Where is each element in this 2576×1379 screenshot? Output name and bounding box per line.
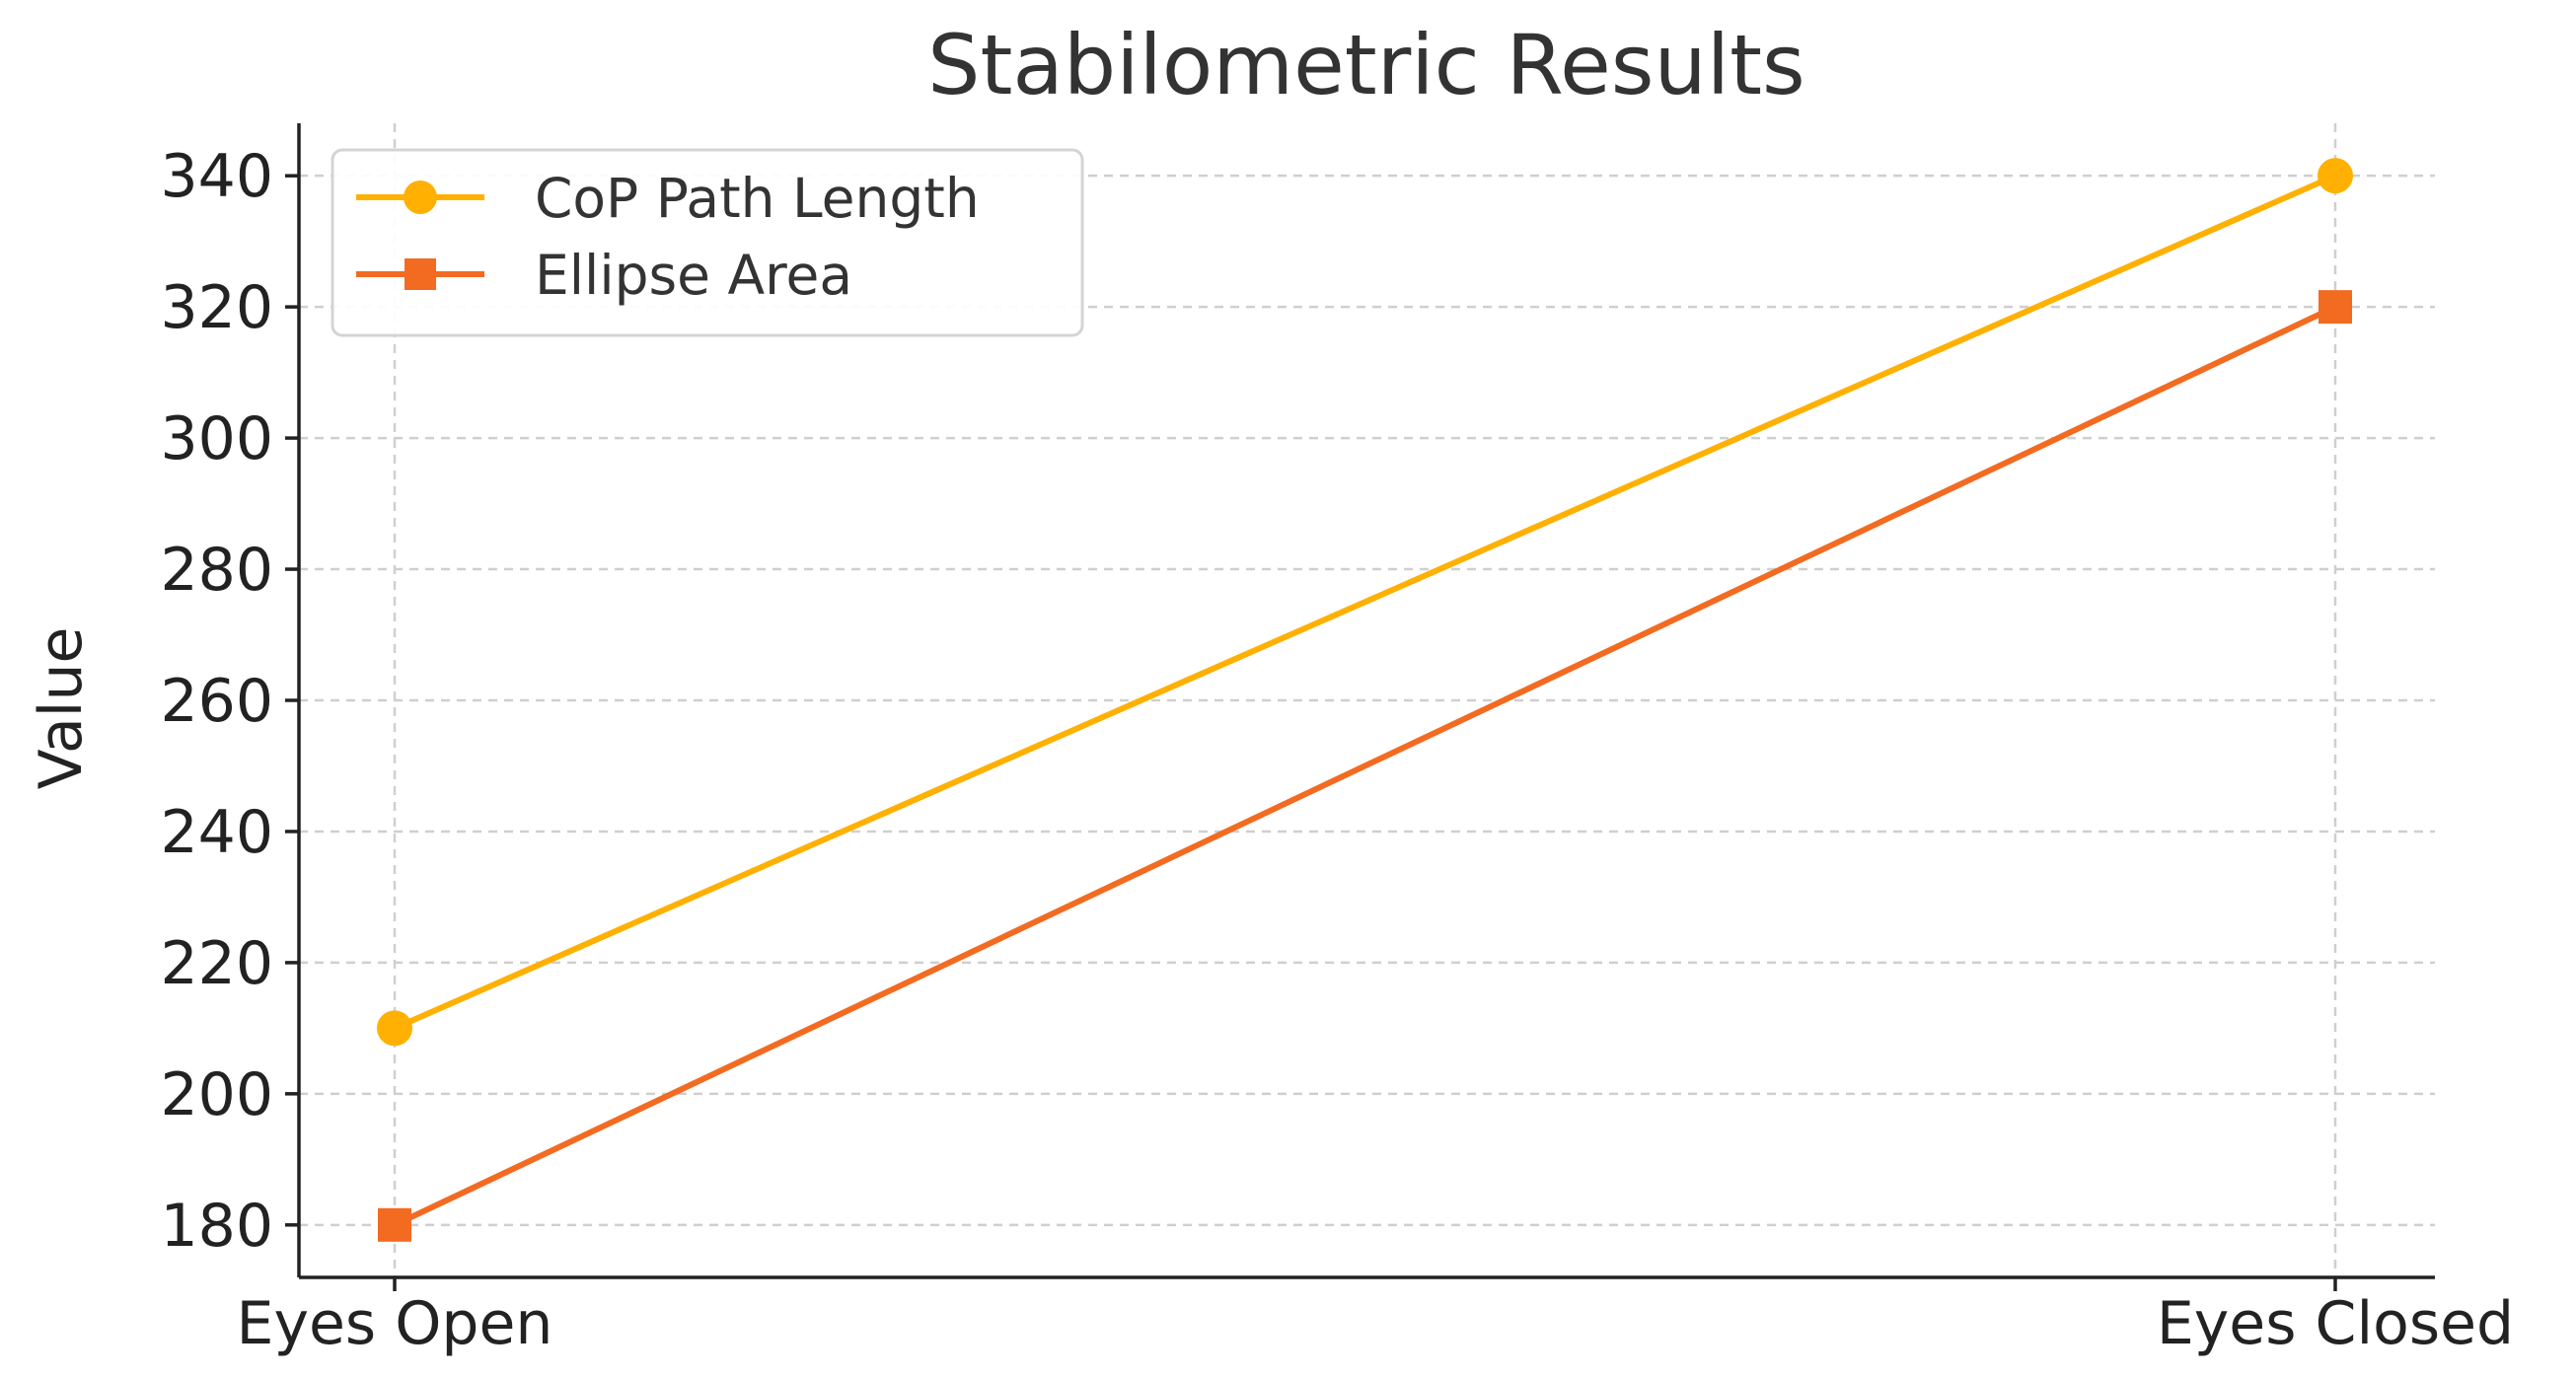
y-tick-label: 200: [160, 1060, 273, 1129]
y-tick-label: 240: [160, 798, 273, 867]
ellipse-area-point: [378, 1207, 411, 1242]
y-tick-label: 300: [160, 404, 273, 473]
ellipse-area-line: [393, 304, 2337, 1228]
ellipse-area-point: [2318, 290, 2352, 325]
y-axis-label: Value: [27, 627, 96, 790]
x-tick-label: Eyes Closed: [2157, 1289, 2514, 1358]
cop-path-length-point: [377, 1010, 412, 1047]
axes: [285, 123, 2435, 1291]
legend-label: Ellipse Area: [535, 244, 852, 307]
legend-swatch-marker: [404, 181, 437, 214]
legend-label: CoP Path Length: [535, 167, 980, 230]
legend: CoP Path Length Ellipse Area: [331, 148, 1084, 337]
y-tick-label: 180: [160, 1192, 273, 1261]
y-tick-label: 340: [160, 142, 273, 211]
legend-swatch-marker: [405, 258, 436, 290]
chart-title: Stabilometric Results: [927, 17, 1805, 113]
legend-box: [331, 148, 1084, 337]
y-tick-label: 320: [160, 273, 273, 342]
y-tick-label: 220: [160, 929, 273, 998]
tick-labels: 180 200 220 240 260 280 300 320 340 Eyes Open Eyes…: [160, 142, 2514, 1358]
cop-path-length-line: [393, 173, 2337, 1032]
y-tick-label: 280: [160, 536, 273, 605]
y-tick-label: 260: [160, 667, 273, 736]
series: [377, 158, 2353, 1242]
cop-path-length-point: [2318, 158, 2353, 194]
x-tick-label: Eyes Open: [237, 1289, 553, 1358]
